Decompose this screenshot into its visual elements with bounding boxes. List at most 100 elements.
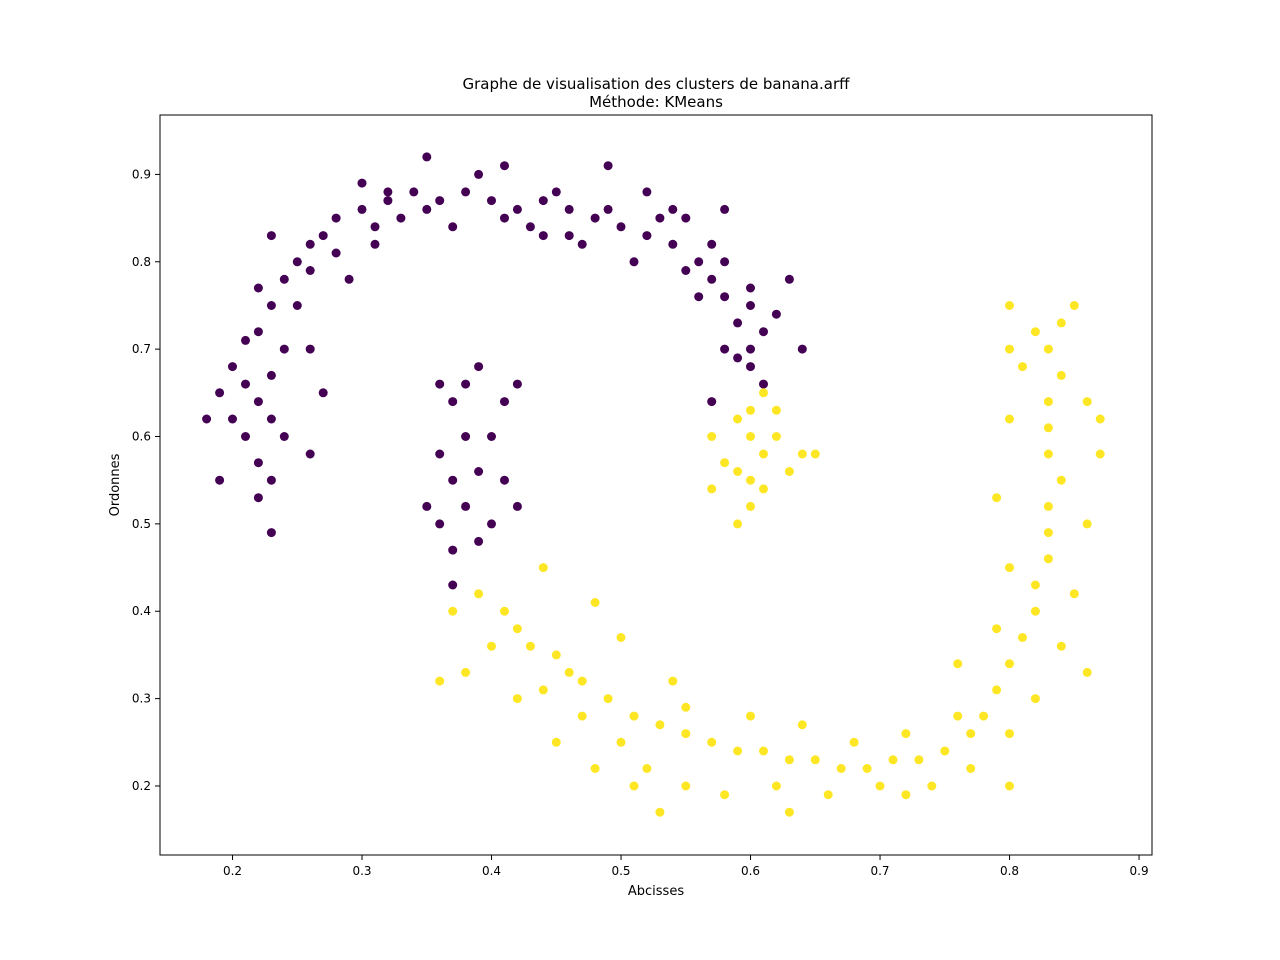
scatter-point-cluster-0 (759, 379, 768, 389)
scatter-point-cluster-0 (461, 379, 471, 389)
y-tick-label: 0.6 (132, 430, 151, 444)
scatter-point-cluster-1 (668, 676, 678, 686)
scatter-point-cluster-0 (616, 222, 626, 232)
scatter-point-cluster-1 (927, 781, 937, 791)
scatter-point-cluster-0 (500, 397, 509, 407)
scatter-point-cluster-1 (1056, 475, 1066, 485)
scatter-point-cluster-0 (318, 388, 328, 398)
scatter-point-cluster-1 (551, 737, 561, 747)
scatter-point-cluster-0 (707, 397, 717, 407)
scatter-point-cluster-1 (551, 650, 561, 660)
scatter-point-cluster-1 (616, 633, 626, 642)
scatter-point-cluster-1 (681, 781, 691, 791)
scatter-point-cluster-1 (538, 563, 548, 573)
chart-subtitle: Méthode: KMeans (589, 93, 723, 111)
scatter-point-cluster-0 (525, 222, 535, 232)
scatter-point-cluster-0 (642, 231, 652, 241)
scatter-point-cluster-1 (1005, 563, 1014, 573)
scatter-point-cluster-1 (1030, 694, 1040, 704)
scatter-point-cluster-0 (590, 213, 600, 223)
scatter-point-cluster-1 (525, 641, 535, 651)
scatter-point-cluster-0 (720, 204, 730, 214)
scatter-point-cluster-1 (784, 807, 794, 817)
scatter-point-cluster-0 (461, 501, 471, 511)
scatter-point-cluster-0 (564, 204, 574, 214)
scatter-point-cluster-0 (344, 274, 354, 284)
scatter-point-cluster-0 (487, 519, 496, 529)
scatter-point-cluster-0 (292, 301, 302, 310)
scatter-point-cluster-1 (487, 641, 496, 651)
scatter-point-cluster-1 (797, 720, 807, 730)
scatter-point-cluster-0 (202, 414, 212, 424)
scatter-point-cluster-1 (577, 711, 587, 721)
scatter-point-cluster-1 (564, 667, 574, 677)
scatter-point-cluster-1 (435, 676, 445, 686)
scatter-point-cluster-1 (966, 764, 976, 773)
scatter-point-cluster-0 (487, 432, 496, 441)
scatter-point-cluster-0 (448, 580, 458, 590)
scatter-point-cluster-1 (1005, 659, 1014, 669)
scatter-point-cluster-0 (435, 449, 445, 459)
y-tick-label: 0.3 (132, 692, 151, 706)
scatter-point-cluster-1 (1043, 397, 1053, 407)
scatter-point-cluster-0 (603, 204, 613, 214)
scatter-point-cluster-0 (383, 187, 393, 197)
scatter-point-cluster-0 (228, 414, 237, 424)
scatter-point-cluster-0 (668, 239, 678, 249)
scatter-point-cluster-0 (331, 248, 341, 258)
scatter-point-cluster-0 (422, 501, 432, 511)
x-tick-label: 0.9 (1130, 864, 1149, 878)
scatter-point-cluster-0 (331, 213, 341, 223)
x-tick-label: 0.6 (741, 864, 760, 878)
scatter-point-cluster-1 (1069, 301, 1079, 310)
scatter-point-cluster-1 (629, 781, 639, 791)
scatter-point-cluster-1 (1018, 362, 1027, 372)
scatter-point-cluster-0 (487, 196, 496, 206)
scatter-point-cluster-1 (720, 790, 730, 800)
chart-title: Graphe de visualisation des clusters de … (463, 75, 851, 93)
scatter-point-cluster-1 (771, 781, 781, 791)
scatter-point-cluster-1 (1056, 641, 1066, 651)
scatter-point-cluster-0 (448, 397, 458, 407)
scatter-point-cluster-1 (512, 694, 522, 704)
scatter-point-cluster-0 (512, 379, 522, 389)
x-tick-label: 0.7 (870, 864, 889, 878)
scatter-point-cluster-0 (435, 379, 445, 389)
scatter-point-cluster-0 (720, 344, 730, 354)
scatter-point-cluster-1 (797, 449, 807, 459)
scatter-point-cluster-1 (1043, 501, 1053, 511)
scatter-point-cluster-0 (564, 231, 574, 241)
scatter-point-cluster-1 (500, 606, 509, 616)
scatter-point-cluster-0 (318, 231, 328, 241)
scatter-point-cluster-0 (603, 161, 613, 171)
scatter-point-cluster-0 (370, 239, 380, 249)
scatter-point-cluster-1 (733, 519, 743, 529)
scatter-point-cluster-0 (759, 327, 768, 337)
scatter-point-cluster-0 (396, 213, 406, 223)
scatter-point-cluster-0 (435, 196, 445, 206)
scatter-point-cluster-0 (279, 344, 289, 354)
scatter-point-cluster-1 (966, 729, 976, 739)
scatter-point-cluster-0 (668, 204, 678, 214)
scatter-point-cluster-1 (681, 729, 691, 739)
scatter-point-cluster-0 (784, 274, 794, 284)
scatter-point-cluster-1 (759, 746, 768, 756)
scatter-point-cluster-0 (253, 397, 263, 407)
scatter-point-cluster-1 (1018, 633, 1027, 642)
scatter-point-cluster-0 (448, 545, 458, 555)
scatter-point-cluster-1 (655, 807, 665, 817)
y-tick-label: 0.7 (132, 342, 151, 356)
scatter-point-cluster-1 (655, 720, 665, 730)
scatter-point-cluster-1 (1056, 370, 1066, 380)
scatter-point-cluster-0 (500, 475, 509, 485)
scatter-point-cluster-1 (603, 694, 613, 704)
y-axis-label: Ordonnes (108, 453, 123, 516)
scatter-point-cluster-0 (538, 231, 548, 241)
scatter-point-cluster-0 (746, 362, 755, 372)
scatter-point-cluster-1 (474, 589, 484, 599)
scatter-point-cluster-0 (629, 257, 639, 267)
scatter-point-cluster-0 (266, 475, 276, 485)
scatter-point-cluster-1 (784, 755, 794, 765)
scatter-point-cluster-0 (305, 266, 315, 275)
scatter-point-cluster-1 (642, 764, 652, 773)
